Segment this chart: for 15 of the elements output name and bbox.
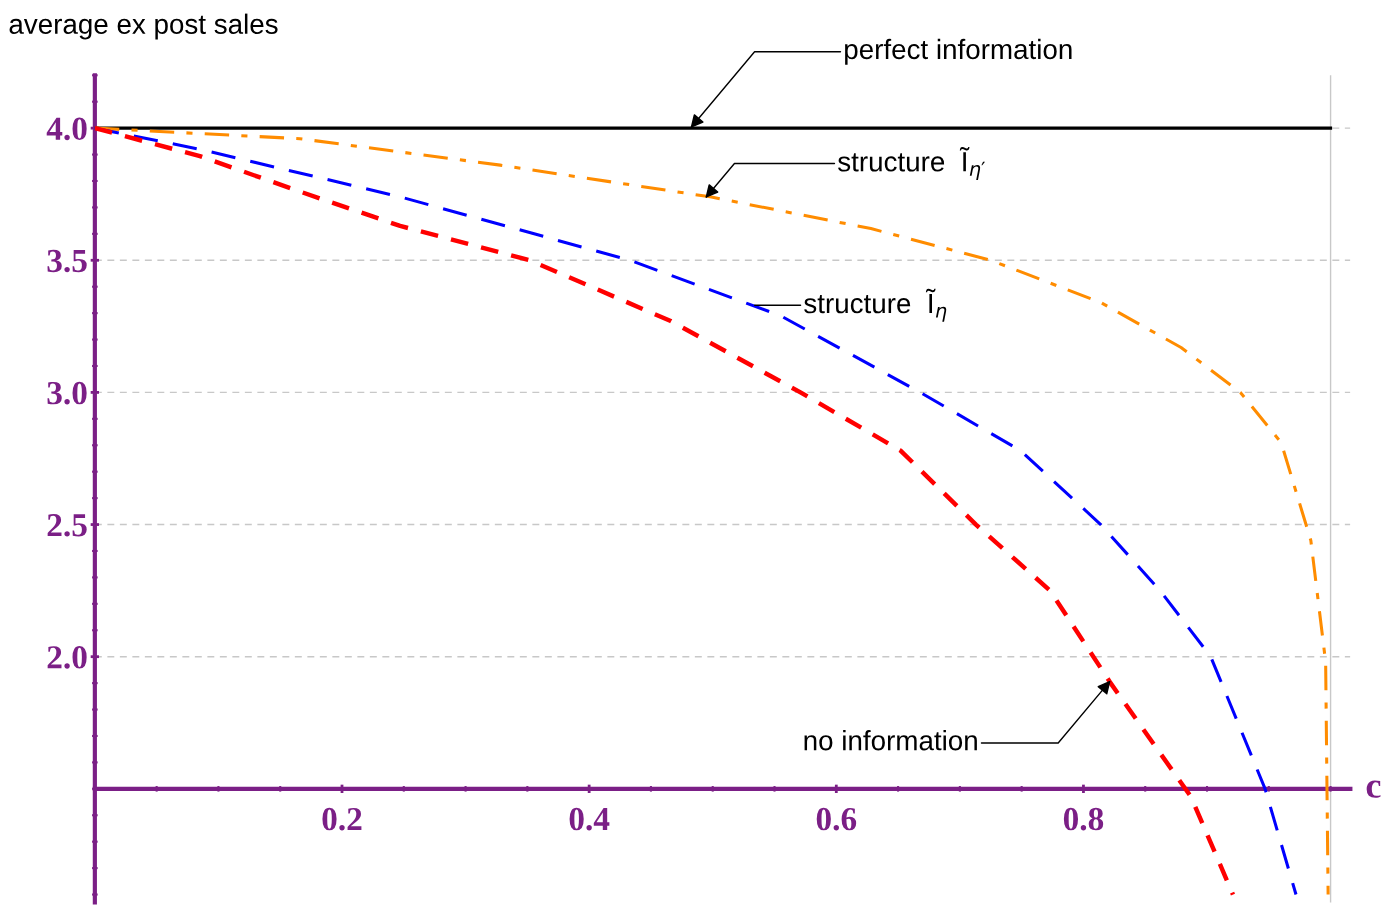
y-tick-label: 2.5 bbox=[47, 514, 87, 537]
y-tick-label: 3.5 bbox=[47, 249, 87, 273]
y-axis-title: average ex post sales bbox=[9, 13, 278, 40]
annotation: structure Ĩ$_{η′}$ bbox=[838, 146, 986, 180]
x-tick-label: 0.8 bbox=[1063, 807, 1104, 831]
y-tick-label: 2.0 bbox=[47, 646, 87, 669]
y-tick-label: 4.0 bbox=[46, 117, 87, 141]
x-tick-label: 0.4 bbox=[569, 807, 610, 831]
annotation: perfect information bbox=[845, 38, 1072, 65]
annotation: no information bbox=[804, 730, 977, 751]
y-tick-label: 3.0 bbox=[47, 381, 87, 405]
x-axis-title: c bbox=[1366, 780, 1381, 798]
x-tick-label: 0.2 bbox=[322, 807, 362, 831]
x-tick-label: 0.6 bbox=[816, 807, 857, 831]
annotation: structure Ĩ$_{η}$ bbox=[804, 288, 947, 322]
